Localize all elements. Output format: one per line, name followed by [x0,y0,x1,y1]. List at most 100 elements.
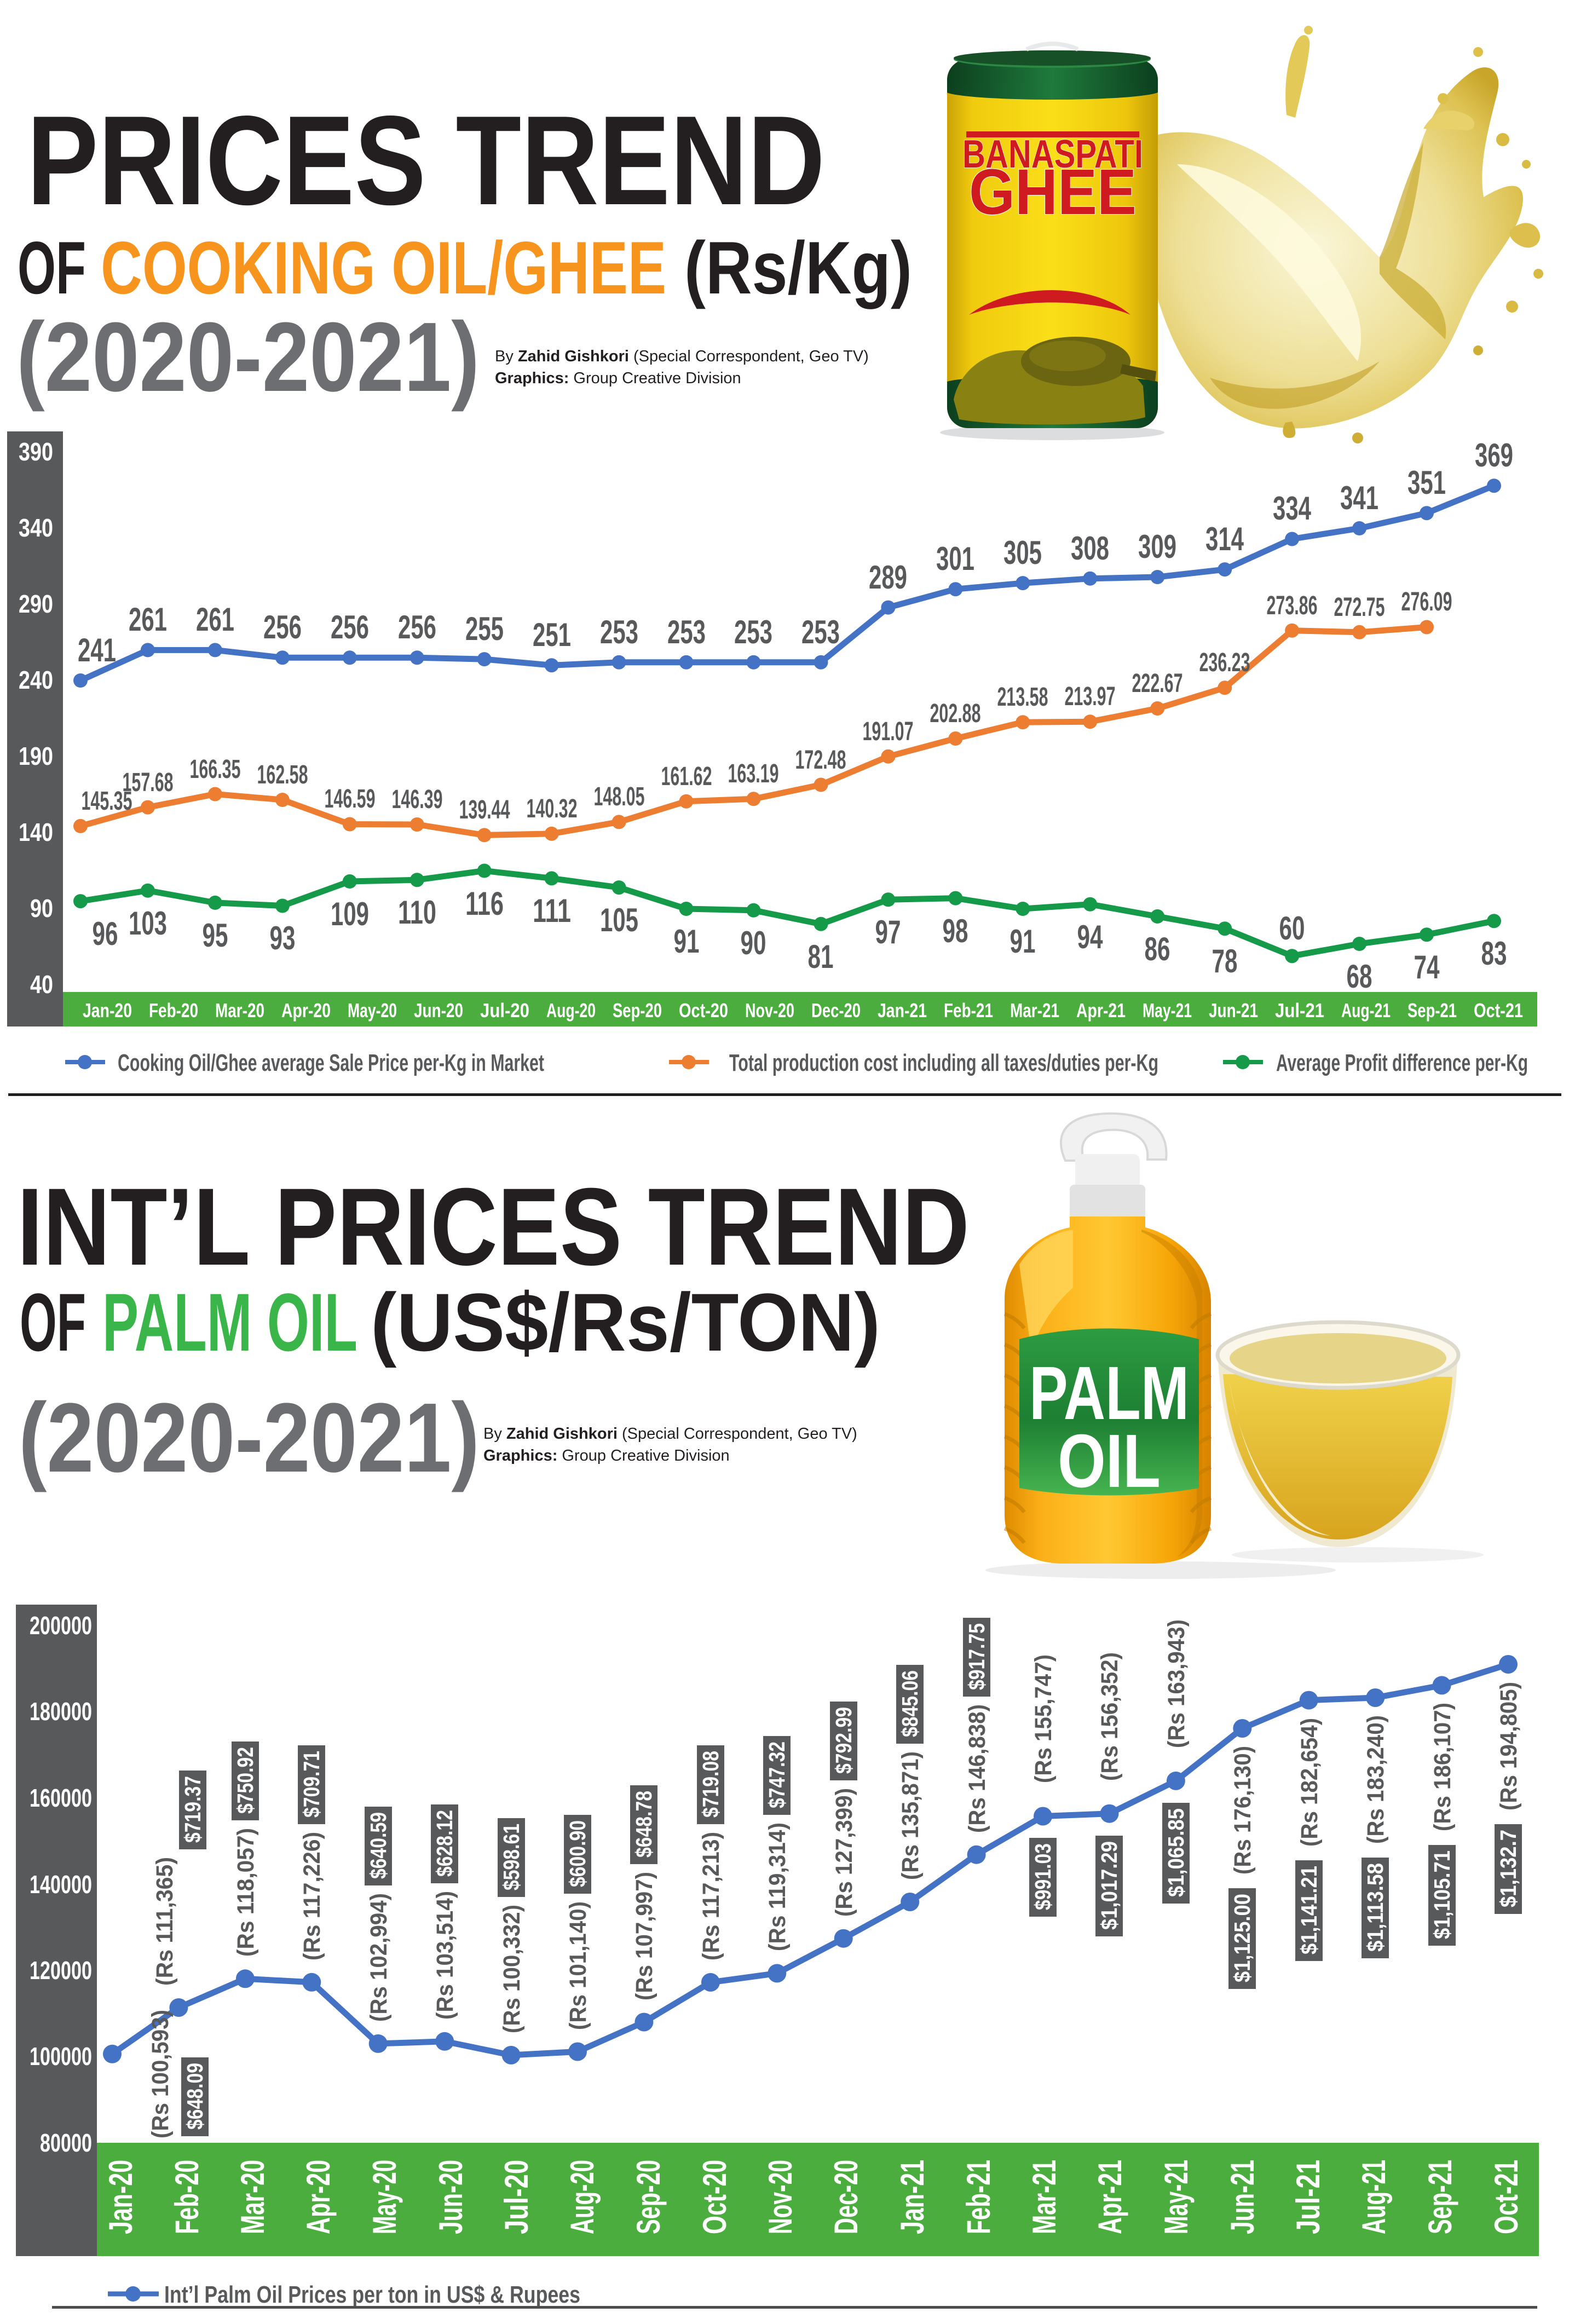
svg-text:GHEE: GHEE [969,156,1137,228]
svg-text:$1,017.29: $1,017.29 [1097,1841,1122,1930]
svg-text:(Rs 119,314): (Rs 119,314) [764,1823,791,1951]
svg-text:Jun-20: Jun-20 [414,999,463,1022]
svg-text:INT’L PRICES TREND: INT’L PRICES TREND [17,1165,970,1288]
svg-text:Jan-20: Jan-20 [83,999,132,1022]
svg-text:191.07: 191.07 [863,717,914,746]
svg-text:Total production cost includin: Total production cost including all taxe… [729,1049,1158,1076]
svg-text:(Rs 156,352): (Rs 156,352) [1097,1652,1123,1781]
svg-text:$598.61: $598.61 [499,1824,524,1890]
svg-text:166.35: 166.35 [190,755,241,784]
svg-text:253: 253 [667,614,706,650]
svg-text:$792.99: $792.99 [831,1707,856,1774]
svg-text:$750.92: $750.92 [233,1747,258,1814]
svg-text:96: 96 [93,915,118,952]
svg-text:Jun-20: Jun-20 [432,2160,469,2234]
svg-text:305: 305 [1003,534,1042,571]
svg-text:(Rs 183,240): (Rs 183,240) [1363,1715,1389,1844]
svg-text:162.58: 162.58 [257,760,308,789]
svg-text:Feb-21: Feb-21 [960,2160,997,2234]
svg-text:341: 341 [1340,480,1378,516]
svg-text:256: 256 [331,609,369,645]
svg-text:Oct-21: Oct-21 [1474,999,1523,1022]
svg-text:(Rs 111,365): (Rs 111,365) [152,1857,178,1986]
svg-text:276.09: 276.09 [1401,587,1452,616]
svg-text:(2020-2021): (2020-2021) [16,302,480,412]
svg-text:(Rs 100,332): (Rs 100,332) [499,1905,525,2033]
svg-text:(Rs 194,805): (Rs 194,805) [1496,1682,1522,1810]
svg-text:$709.71: $709.71 [299,1751,324,1818]
svg-text:$1,132.7: $1,132.7 [1496,1830,1521,1907]
svg-text:Feb-21: Feb-21 [944,999,993,1022]
svg-text:Cooking Oil/Ghee average Sale: Cooking Oil/Ghee average Sale Price per-… [118,1049,544,1076]
svg-text:161.62: 161.62 [661,762,712,791]
svg-text:253: 253 [600,614,638,650]
svg-text:Feb-20: Feb-20 [149,999,198,1022]
svg-text:100000: 100000 [30,2042,92,2071]
svg-text:PALM OIL: PALM OIL [102,1276,357,1368]
svg-text:(Rs 102,994): (Rs 102,994) [366,1893,392,2022]
svg-text:(Rs 117,213): (Rs 117,213) [698,1832,724,1960]
svg-text:Average Profit difference per-: Average Profit difference per-Kg [1276,1049,1528,1076]
svg-text:290: 290 [19,590,53,618]
svg-text:146.39: 146.39 [392,785,443,814]
svg-text:Jul-21: Jul-21 [1275,999,1324,1022]
svg-text:$917.75: $917.75 [964,1623,989,1690]
svg-text:Jun-21: Jun-21 [1209,999,1258,1022]
svg-text:PALM: PALM [1029,1351,1189,1435]
svg-text:Oct-21: Oct-21 [1488,2160,1525,2234]
svg-text:309: 309 [1138,528,1176,565]
svg-text:Nov-20: Nov-20 [745,999,794,1022]
svg-text:93: 93 [270,920,296,956]
svg-text:(Rs 135,871): (Rs 135,871) [897,1751,924,1880]
svg-text:$719.37: $719.37 [180,1776,205,1843]
svg-text:255: 255 [465,610,504,647]
svg-text:Apr-20: Apr-20 [300,2160,337,2234]
svg-text:Apr-21: Apr-21 [1076,999,1126,1022]
svg-text:148.05: 148.05 [594,782,645,811]
svg-text:160000: 160000 [30,1784,92,1812]
svg-text:(Rs 176,130): (Rs 176,130) [1230,1746,1256,1875]
svg-text:256: 256 [398,609,436,645]
svg-text:94: 94 [1077,919,1103,955]
svg-text:$628.12: $628.12 [432,1810,457,1877]
svg-text:Mar-21: Mar-21 [1010,999,1059,1022]
svg-text:369: 369 [1475,437,1513,474]
svg-text:Jan-21: Jan-21 [894,2160,931,2234]
svg-text:Oct-20: Oct-20 [679,999,728,1022]
svg-text:(Rs 117,226): (Rs 117,226) [299,1832,325,1960]
svg-text:91: 91 [1010,923,1036,960]
svg-text:Feb-20: Feb-20 [169,2160,205,2234]
svg-text:116: 116 [465,885,504,922]
svg-text:390: 390 [19,437,53,466]
svg-text:(Rs 146,838): (Rs 146,838) [964,1704,990,1833]
svg-text:$1,105.71: $1,105.71 [1429,1850,1455,1939]
svg-text:98: 98 [943,913,968,949]
svg-text:(Rs 163,943): (Rs 163,943) [1163,1619,1190,1748]
svg-text:146.59: 146.59 [325,785,376,814]
svg-text:261: 261 [129,601,167,638]
svg-text:$600.90: $600.90 [565,1820,590,1887]
svg-text:163.19: 163.19 [728,759,779,788]
svg-text:202.88: 202.88 [930,699,981,728]
svg-text:(US$/Rs/TON): (US$/Rs/TON) [371,1276,880,1368]
svg-text:236.23: 236.23 [1199,648,1250,677]
svg-text:110: 110 [398,894,436,931]
svg-text:340: 340 [19,514,53,542]
svg-text:(Rs 103,514): (Rs 103,514) [432,1891,458,2020]
svg-text:103: 103 [129,905,167,942]
svg-text:91: 91 [674,923,700,960]
svg-text:Sep-21: Sep-21 [1422,2160,1458,2234]
svg-text:213.58: 213.58 [997,683,1048,712]
svg-text:Apr-20: Apr-20 [281,999,331,1022]
svg-text:(Rs 100,593): (Rs 100,593) [147,2010,174,2138]
svg-text:$1,065.85: $1,065.85 [1163,1808,1189,1897]
svg-text:(Rs 182,654): (Rs 182,654) [1296,1718,1323,1847]
svg-text:Graphics: Group Creative Divis: Graphics: Group Creative Division [495,370,741,387]
svg-text:Jul-21: Jul-21 [1290,2160,1326,2234]
svg-text:Jul-20: Jul-20 [480,999,529,1022]
svg-text:145.35: 145.35 [82,787,132,816]
svg-text:(Rs 101,140): (Rs 101,140) [565,1901,591,2030]
svg-text:86: 86 [1145,931,1170,967]
svg-text:Dec-20: Dec-20 [811,999,861,1022]
svg-text:140.32: 140.32 [527,794,578,823]
